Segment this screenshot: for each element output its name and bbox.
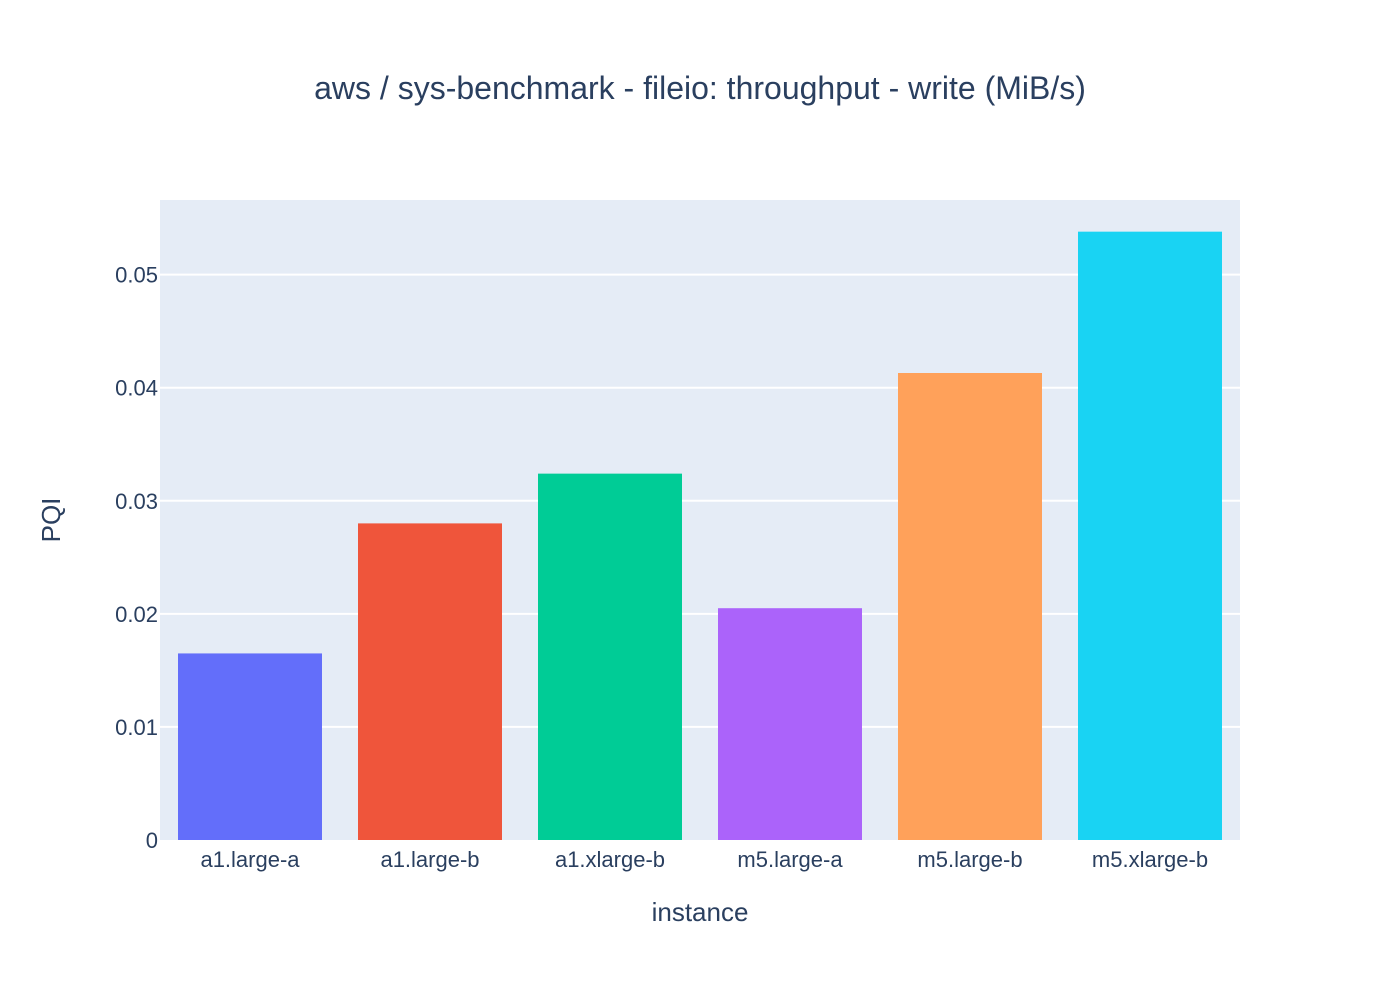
y-tick-label: 0.03 — [115, 489, 158, 514]
y-tick-label: 0.05 — [115, 263, 158, 288]
bar-a1.large-b — [358, 523, 502, 840]
x-axis-ticks: a1.large-a a1.large-b a1.xlarge-b m5.large-… — [200, 847, 1208, 872]
y-gridlines — [160, 273, 1240, 728]
x-tick-label: a1.large-b — [380, 847, 479, 872]
y-tick-label: 0.04 — [115, 376, 158, 401]
bar-m5.large-b — [898, 373, 1042, 840]
plot-area — [160, 200, 1240, 840]
x-axis-title: instance — [652, 897, 749, 927]
y-tick-label: 0 — [146, 828, 158, 853]
bar-a1.large-a — [178, 653, 322, 840]
bar-m5.large-a — [718, 608, 862, 840]
x-tick-label: m5.large-a — [737, 847, 843, 872]
x-tick-label: a1.large-a — [200, 847, 300, 872]
y-tick-label: 0.02 — [115, 602, 158, 627]
x-tick-label: m5.xlarge-b — [1092, 847, 1208, 872]
bar-a1.xlarge-b — [538, 473, 682, 840]
chart-title: aws / sys-benchmark - fileio: throughput… — [314, 70, 1086, 106]
bars — [178, 231, 1222, 841]
y-tick-label: 0.01 — [115, 715, 158, 740]
bar-m5.xlarge-b — [1078, 231, 1222, 841]
y-axis-title: PQI — [36, 498, 66, 543]
x-tick-label: a1.xlarge-b — [555, 847, 665, 872]
x-tick-label: m5.large-b — [917, 847, 1022, 872]
y-axis-ticks: 0 0.01 0.02 0.03 0.04 0.05 — [115, 263, 158, 853]
